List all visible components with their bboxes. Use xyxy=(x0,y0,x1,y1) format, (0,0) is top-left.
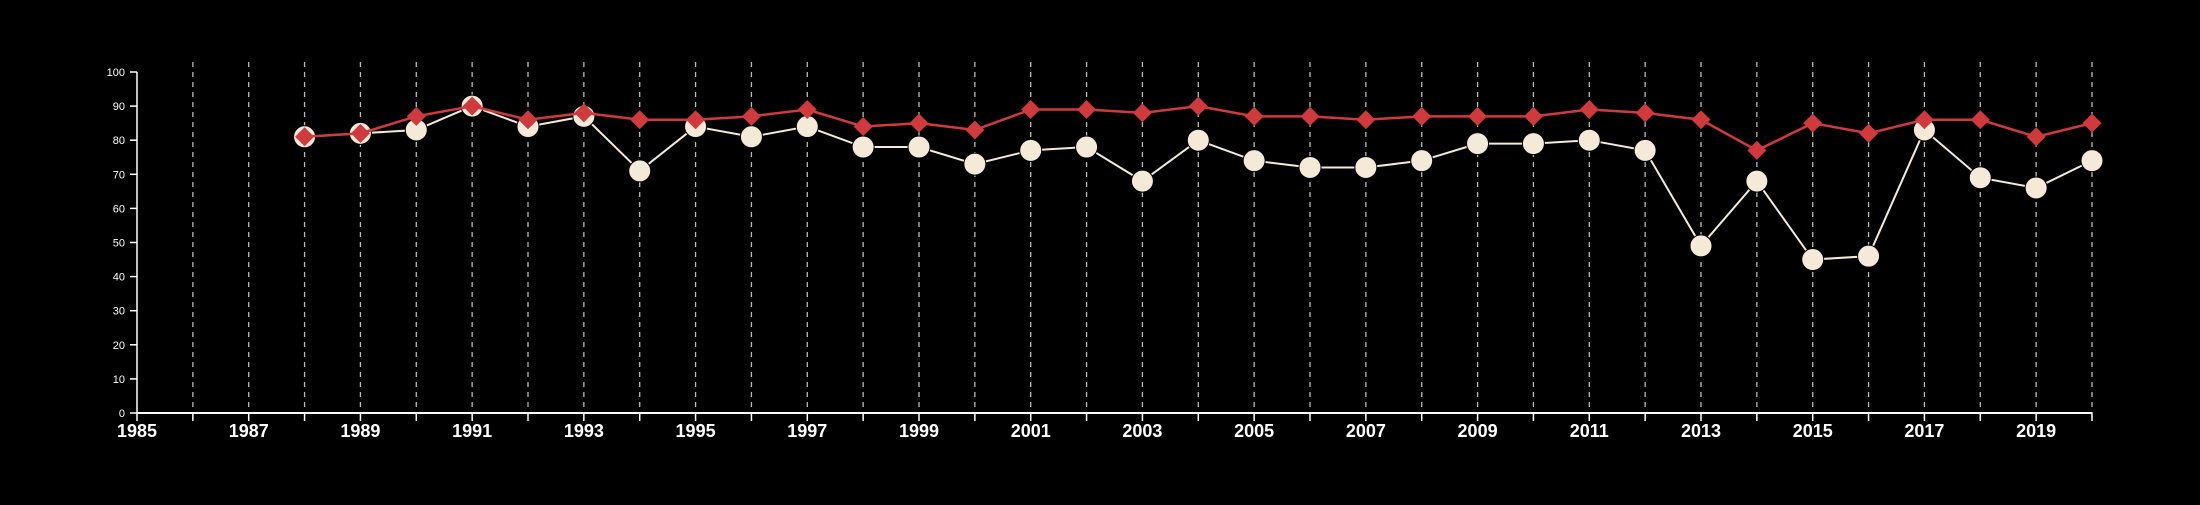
data-point-diamond-1988 xyxy=(295,127,315,147)
data-point-diamond-2009 xyxy=(1468,106,1488,126)
data-point-diamond-2013 xyxy=(1691,110,1711,130)
data-point-diamond-2004 xyxy=(1188,96,1208,116)
axes: 0 10 20 30 40 50 60 70 80 90 100 1985 1987 1989 1991 19… xyxy=(107,67,2093,441)
data-point-circle-2006 xyxy=(1298,155,1322,179)
data-point-diamond-2000 xyxy=(965,120,985,140)
data-point-diamond-2014 xyxy=(1747,140,1767,160)
data-point-circle-2002 xyxy=(1075,135,1099,159)
data-point-diamond-1997 xyxy=(797,100,817,120)
x-tick-label-2007: 2007 xyxy=(1346,421,1386,441)
x-tick-label-2015: 2015 xyxy=(1793,421,1833,441)
x-tick-label-2017: 2017 xyxy=(1904,421,1944,441)
data-point-circle-2019 xyxy=(2024,176,2048,200)
data-point-circle-1996 xyxy=(739,125,763,149)
data-point-circle-2016 xyxy=(1857,244,1881,268)
y-tick-label-80: 80 xyxy=(113,135,125,147)
data-point-diamond-2015 xyxy=(1803,113,1823,133)
data-point-diamond-2017 xyxy=(1914,110,1934,130)
data-point-circle-2008 xyxy=(1410,149,1434,173)
data-point-diamond-2018 xyxy=(1970,110,1990,130)
data-point-diamond-2011 xyxy=(1579,100,1599,120)
data-point-diamond-1994 xyxy=(630,110,650,130)
data-point-diamond-2012 xyxy=(1635,103,1655,123)
data-point-circle-2000 xyxy=(963,152,987,176)
x-tick-label-2003: 2003 xyxy=(1122,421,1162,441)
x-tick-label-2011: 2011 xyxy=(1570,421,1609,441)
x-tick-label-1999: 1999 xyxy=(899,421,939,441)
x-tick-label-1993: 1993 xyxy=(564,421,604,441)
y-tick-label-70: 70 xyxy=(113,169,125,181)
data-point-diamond-1989 xyxy=(350,123,370,143)
data-point-diamond-1990 xyxy=(406,106,426,126)
data-point-diamond-2002 xyxy=(1077,100,1097,120)
data-point-circle-2018 xyxy=(1968,166,1992,190)
data-point-diamond-2016 xyxy=(1859,123,1879,143)
data-point-circle-2004 xyxy=(1186,128,1210,152)
data-point-diamond-1999 xyxy=(909,113,929,133)
data-point-diamond-2019 xyxy=(2026,127,2046,147)
series-diamond xyxy=(295,96,2102,160)
y-tick-label-10: 10 xyxy=(113,374,125,386)
data-point-diamond-1996 xyxy=(741,106,761,126)
data-point-diamond-1993 xyxy=(574,103,594,123)
x-tick-label-1989: 1989 xyxy=(340,421,380,441)
data-point-circle-2011 xyxy=(1577,128,1601,152)
data-point-circle-2003 xyxy=(1130,169,1154,193)
data-point-diamond-2007 xyxy=(1356,110,1376,130)
data-point-diamond-2003 xyxy=(1132,103,1152,123)
x-tick-label-1995: 1995 xyxy=(676,421,716,441)
data-point-circle-1998 xyxy=(851,135,875,159)
data-point-diamond-2001 xyxy=(1021,100,1041,120)
x-tick-label-2001: 2001 xyxy=(1011,421,1051,441)
data-point-circle-2007 xyxy=(1354,155,1378,179)
data-point-diamond-1998 xyxy=(853,117,873,137)
series-group xyxy=(293,94,2104,272)
data-point-diamond-2005 xyxy=(1244,106,1264,126)
data-point-diamond-2008 xyxy=(1412,106,1432,126)
data-point-diamond-1992 xyxy=(518,110,538,130)
y-tick-label-20: 20 xyxy=(113,340,125,352)
x-tick-label-2019: 2019 xyxy=(2016,421,2056,441)
data-point-circle-2013 xyxy=(1689,234,1713,258)
y-tick-label-90: 90 xyxy=(113,101,125,113)
x-tick-label-2009: 2009 xyxy=(1458,421,1498,441)
data-point-circle-2020 xyxy=(2080,149,2104,173)
x-tick-label-1997: 1997 xyxy=(787,421,827,441)
data-point-circle-2009 xyxy=(1466,132,1490,156)
x-tick-label-2013: 2013 xyxy=(1681,421,1721,441)
grid xyxy=(192,62,2093,413)
y-tick-label-40: 40 xyxy=(113,272,125,284)
data-point-circle-2010 xyxy=(1521,132,1545,156)
x-tick-label-1991: 1991 xyxy=(452,421,492,441)
x-tick-label-2005: 2005 xyxy=(1234,421,1274,441)
x-tick-label-1985: 1985 xyxy=(117,421,157,441)
y-tick-label-30: 30 xyxy=(113,306,125,318)
data-point-circle-2001 xyxy=(1019,138,1043,162)
data-point-diamond-1991 xyxy=(462,96,482,116)
data-point-diamond-2020 xyxy=(2082,113,2102,133)
y-tick-label-50: 50 xyxy=(113,238,125,250)
data-point-diamond-2010 xyxy=(1523,106,1543,126)
data-point-circle-2014 xyxy=(1745,169,1769,193)
x-tick-label-1987: 1987 xyxy=(229,421,269,441)
data-point-circle-2005 xyxy=(1242,149,1266,173)
y-tick-label-60: 60 xyxy=(113,203,125,215)
data-point-circle-2012 xyxy=(1633,138,1657,162)
data-point-circle-1999 xyxy=(907,135,931,159)
y-tick-label-100: 100 xyxy=(107,67,125,79)
data-point-circle-1994 xyxy=(628,159,652,183)
data-point-diamond-1995 xyxy=(686,110,706,130)
data-point-circle-2015 xyxy=(1801,248,1825,272)
y-tick-label-0: 0 xyxy=(119,408,125,420)
data-point-diamond-2006 xyxy=(1300,106,1320,126)
